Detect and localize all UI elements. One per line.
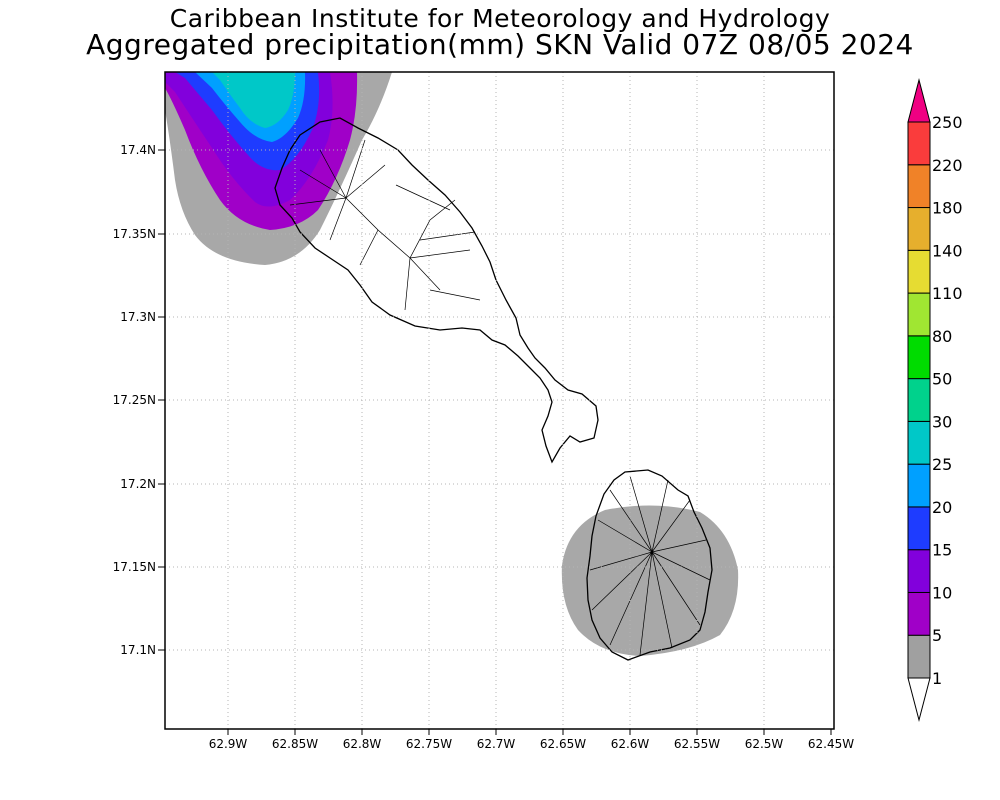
colorbar-label: 15	[932, 541, 952, 560]
colorbar-segment	[907, 292, 931, 337]
lon-tick-label: 62.45W	[808, 737, 854, 751]
lon-tick-label: 62.9W	[209, 737, 248, 751]
colorbar-segment	[907, 378, 931, 422]
colorbar-label: 20	[932, 498, 952, 517]
colorbar-segment	[907, 463, 931, 508]
colorbar-segment	[907, 591, 931, 636]
colorbar-label: 5	[932, 626, 942, 645]
colorbar-label: 220	[932, 156, 963, 175]
colorbar-segment	[907, 335, 931, 380]
lat-tick-label: 17.35N	[113, 227, 156, 241]
colorbar-segment	[907, 634, 931, 679]
lon-tick-label: 62.5W	[745, 737, 784, 751]
colorbar-label: 30	[932, 412, 952, 431]
lon-axis: 62.9W 62.85W 62.8W 62.75W 62.7W 62.65W 6…	[209, 729, 854, 751]
colorbar-segment	[907, 506, 931, 551]
title-line-2: Aggregated precipitation(mm) SKN Valid 0…	[86, 28, 914, 61]
island-nevis-drainage	[589, 475, 711, 656]
map-grid	[165, 72, 834, 729]
island-st-kitts	[274, 117, 599, 464]
lon-tick-label: 62.8W	[343, 737, 382, 751]
island-st-kitts-drainage	[289, 139, 481, 311]
precip-nevis-1mm	[561, 505, 739, 656]
lat-tick-label: 17.3N	[120, 310, 156, 324]
title-line-1: Caribbean Institute for Meteorology and …	[169, 4, 831, 33]
lon-tick-label: 62.85W	[272, 737, 318, 751]
lat-tick-label: 17.2N	[120, 477, 156, 491]
lat-tick-label: 17.4N	[120, 143, 156, 157]
colorbar-segment	[907, 121, 931, 166]
colorbar-segment	[907, 164, 931, 209]
lat-tick-label: 17.25N	[113, 393, 156, 407]
colorbar-segment	[907, 420, 931, 465]
colorbar-label: 1	[932, 669, 942, 688]
lon-tick-label: 62.75W	[406, 737, 452, 751]
colorbar-arrow-over	[907, 78, 931, 123]
lat-axis: 17.4N 17.35N 17.3N 17.25N 17.2N 17.15N 1…	[113, 143, 165, 657]
island-nevis	[586, 469, 713, 661]
lat-tick-label: 17.1N	[120, 643, 156, 657]
colorbar-label: 25	[932, 455, 952, 474]
lon-tick-label: 62.6W	[611, 737, 650, 751]
colorbar-segment	[907, 207, 931, 251]
lat-tick-label: 17.15N	[113, 560, 156, 574]
islands	[274, 117, 713, 661]
colorbar-label: 140	[932, 241, 963, 260]
colorbar-label: 80	[932, 327, 952, 346]
lon-tick-label: 62.7W	[477, 737, 516, 751]
lon-tick-label: 62.65W	[540, 737, 586, 751]
colorbar-segment	[907, 549, 931, 593]
colorbar-segment	[907, 249, 931, 294]
colorbar-arrow-under	[907, 677, 931, 722]
colorbar-label: 10	[932, 583, 952, 602]
colorbar-label: 50	[932, 370, 952, 389]
colorbar-label: 110	[932, 284, 963, 303]
colorbar-label: 180	[932, 199, 963, 218]
precip-band-25mm	[212, 72, 295, 128]
colorbar-label: 250	[932, 113, 963, 132]
lon-tick-label: 62.55W	[674, 737, 720, 751]
precip-shading	[165, 72, 739, 656]
